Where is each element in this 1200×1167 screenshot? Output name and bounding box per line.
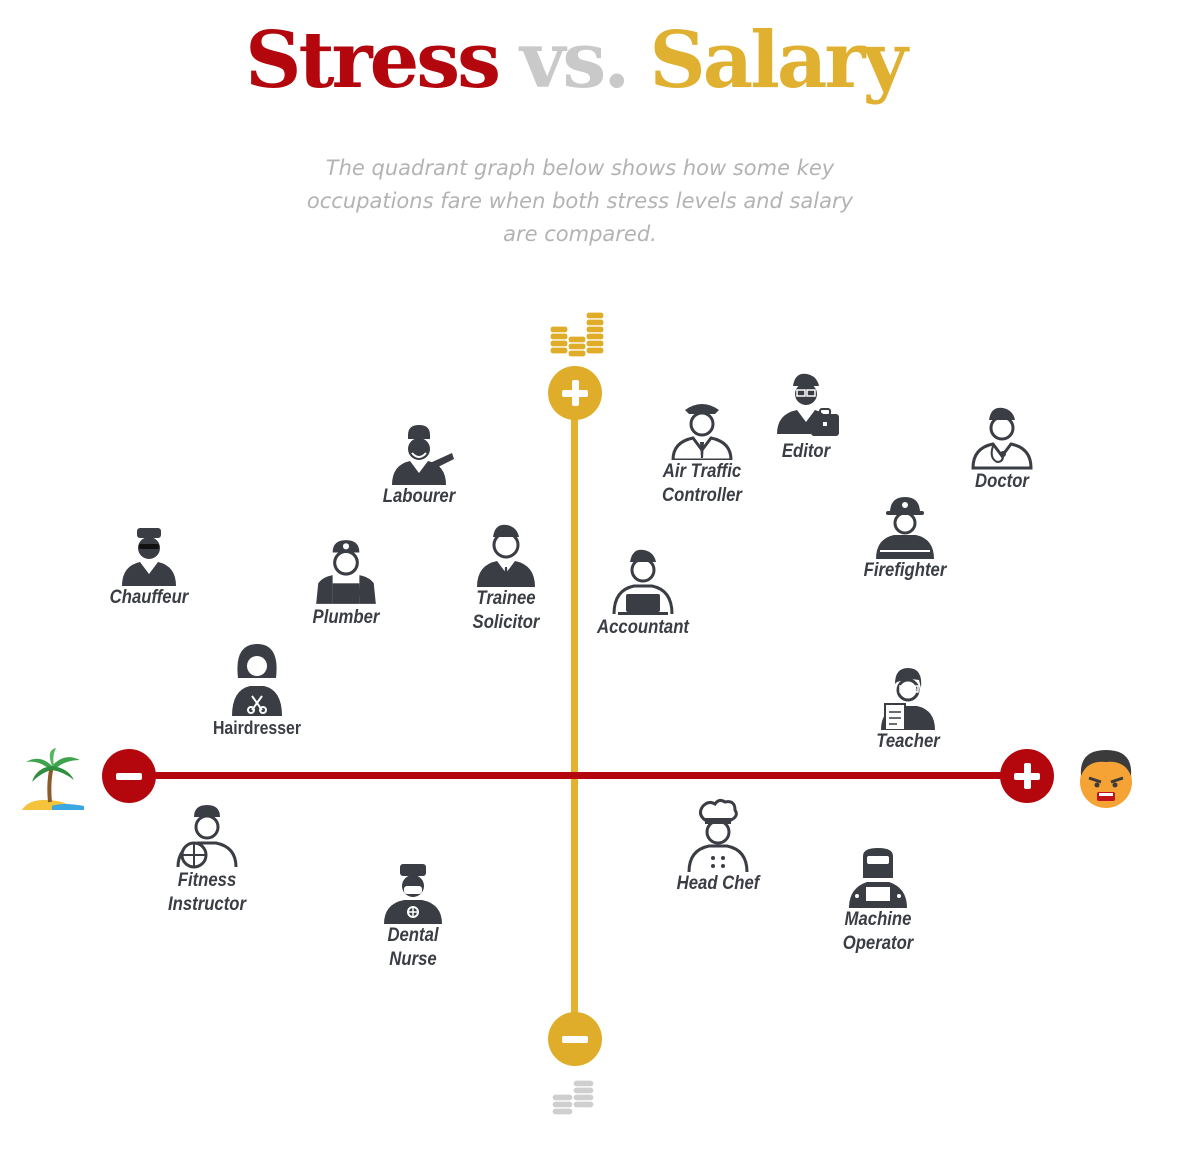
firefighter-icon (876, 497, 934, 559)
occupation-label: Accountant (597, 617, 689, 638)
title-vs: vs. (520, 15, 630, 106)
stress-axis (129, 772, 1027, 779)
hairdresser-icon (232, 644, 282, 716)
occupation-machine-operator: Machine Operator (788, 848, 968, 956)
occupation-dental-nurse: Dental Nurse (323, 862, 503, 972)
occupation-label: Air Traffic (662, 461, 742, 482)
occupation-label: Controller (662, 485, 742, 506)
occupation-editor: Editor (716, 372, 896, 464)
page-title: Stress vs. Salary (0, 22, 1150, 100)
editor-icon (777, 373, 839, 436)
trainee-solicitor-icon (477, 524, 535, 587)
occupation-label: Hairdresser (212, 718, 302, 738)
occupation-label: Plumber (312, 607, 380, 628)
occupation-label: Solicitor (472, 612, 540, 633)
occupation-fitness-instructor: Fitness Instructor (117, 803, 297, 917)
chauffeur-icon (122, 528, 176, 586)
occupation-label: Teacher (876, 731, 940, 752)
salary-low-minus-icon (548, 1012, 602, 1066)
palm-tree-island-icon (22, 748, 84, 810)
occupation-label: Editor (781, 441, 831, 462)
occupation-label: Nurse (389, 949, 437, 970)
labourer-icon (392, 425, 454, 485)
occupation-accountant: Accountant (553, 548, 733, 640)
occupation-labourer: Labourer (329, 425, 509, 509)
occupation-teacher: Teacher (818, 668, 998, 754)
occupation-chauffeur: Chauffeur (59, 526, 239, 610)
occupation-doctor: Doctor (912, 406, 1092, 494)
occupation-plumber: Plumber (256, 538, 436, 630)
occupation-label: Dental (387, 925, 439, 946)
pilot-icon (671, 404, 733, 460)
occupation-firefighter: Firefighter (815, 497, 995, 583)
occupation-label: Labourer (382, 486, 456, 507)
occupation-label: Chauffeur (109, 587, 189, 608)
plumber-icon (316, 540, 376, 604)
occupation-hairdresser: Hairdresser (167, 644, 347, 740)
subtitle: The quadrant graph below shows how some … (306, 156, 854, 246)
teacher-icon (881, 668, 935, 730)
stress-high-plus-icon (1000, 749, 1054, 803)
fitness-instructor-icon (176, 805, 238, 869)
accountant-icon (612, 549, 674, 615)
occupation-air-traffic-controller: Air Traffic Controller (612, 398, 792, 508)
occupation-label: Fitness (177, 870, 237, 891)
occupation-label: Trainee (476, 588, 536, 609)
dental-nurse-icon (384, 864, 442, 924)
salary-high-plus-icon (548, 366, 602, 420)
stress-low-minus-icon (102, 749, 156, 803)
occupation-label: Instructor (167, 894, 247, 915)
occupation-label: Doctor (975, 471, 1029, 492)
title-salary: Salary (649, 15, 907, 106)
occupation-label: Firefighter (863, 560, 947, 581)
small-coin-stack-icon (551, 1079, 595, 1116)
welder-icon (849, 848, 907, 908)
occupation-head-chef: Head Chef (628, 798, 808, 896)
tall-coin-stacks-icon (549, 311, 605, 358)
doctor-icon (971, 407, 1033, 470)
occupation-trainee-solicitor: Trainee Solicitor (416, 523, 596, 635)
salary-axis (571, 393, 578, 1041)
chef-icon (687, 798, 749, 872)
angry-face-icon (1080, 750, 1132, 808)
occupation-label: Head Chef (676, 873, 760, 894)
title-stress: Stress (245, 15, 501, 106)
occupation-label: Operator (842, 933, 914, 954)
occupation-label: Machine (844, 909, 912, 930)
